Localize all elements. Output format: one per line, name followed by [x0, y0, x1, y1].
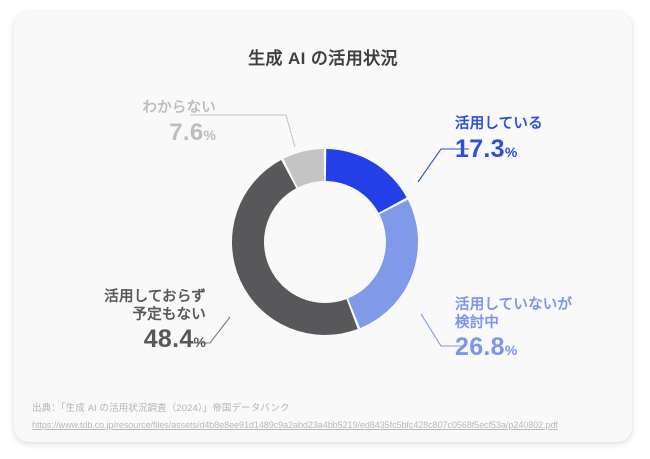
slice-label-unknown-text: わからない: [142, 100, 216, 116]
donut-chart-svg: [231, 149, 418, 335]
slice-label-using: 活用している 17.3%: [455, 116, 543, 164]
slice-value-unknown: 7.6: [169, 118, 204, 146]
chart-card: 生成 AI の活用状況 わからない 7.6% 活用してい: [14, 12, 632, 442]
donut-slice-1[interactable]: [348, 199, 418, 329]
slice-label-considering-line2: 検討中: [455, 314, 500, 331]
slice-label-none: 活用しておらず 予定もない 48.4%: [40, 289, 206, 355]
source-url-link[interactable]: https://www.tdb.co.jp/resource/files/ass…: [32, 420, 558, 430]
slice-value-considering: 26.8: [455, 333, 505, 362]
slice-label-none-line1: 活用しておらず: [104, 289, 206, 305]
slice-label-none-line2: 予定もない: [132, 306, 206, 323]
donut-slice-3[interactable]: [283, 149, 325, 188]
source-note: 出典：「生成 AI の活用状況調査（2024）」帝国データバンク: [32, 403, 290, 414]
slice-label-considering-line1: 活用していないが: [455, 297, 573, 313]
donut-chart: [230, 147, 420, 337]
slice-label-using-text: 活用している: [455, 116, 543, 132]
slice-label-considering: 活用していないが 検討中 26.8%: [455, 297, 572, 363]
slice-percent-none: %: [193, 334, 206, 351]
donut-slice-2[interactable]: [231, 159, 358, 335]
slice-value-none: 48.4: [143, 325, 194, 354]
slice-percent-considering: %: [504, 342, 518, 359]
page-title: 生成 AI の活用状況: [248, 49, 398, 68]
slice-value-using: 17.3: [455, 134, 505, 163]
donut-slice-0[interactable]: [325, 149, 407, 213]
slice-label-unknown: わからない 7.6%: [74, 100, 217, 147]
slice-percent-unknown: %: [203, 126, 216, 143]
slice-percent-using: %: [504, 143, 518, 160]
